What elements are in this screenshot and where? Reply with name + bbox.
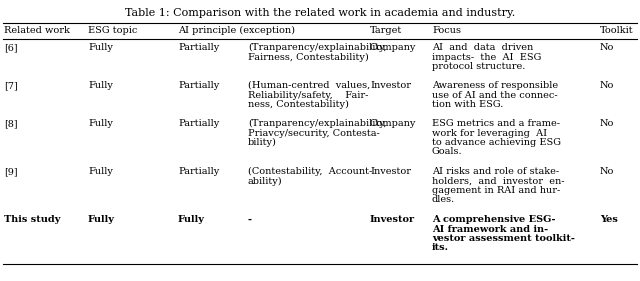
Text: Investor: Investor bbox=[370, 81, 411, 90]
Text: Fully: Fully bbox=[88, 215, 115, 224]
Text: Goals.: Goals. bbox=[432, 148, 463, 157]
Text: ness, Contestability): ness, Contestability) bbox=[248, 100, 349, 109]
Text: ESG topic: ESG topic bbox=[88, 26, 138, 35]
Text: Partially: Partially bbox=[178, 119, 220, 128]
Text: -: - bbox=[248, 215, 252, 224]
Text: work for leveraging  AI: work for leveraging AI bbox=[432, 128, 547, 137]
Text: No: No bbox=[600, 167, 614, 176]
Text: [9]: [9] bbox=[4, 167, 18, 176]
Text: AI  and  data  driven: AI and data driven bbox=[432, 43, 533, 52]
Text: Yes: Yes bbox=[600, 215, 618, 224]
Text: Table 1: Comparison with the related work in academia and industry.: Table 1: Comparison with the related wor… bbox=[125, 8, 515, 18]
Text: Partially: Partially bbox=[178, 43, 220, 52]
Text: (Tranparency/explainability,: (Tranparency/explainability, bbox=[248, 119, 387, 128]
Text: No: No bbox=[600, 119, 614, 128]
Text: AI risks and role of stake-: AI risks and role of stake- bbox=[432, 167, 559, 176]
Text: Target: Target bbox=[370, 26, 403, 35]
Text: vestor assessment toolkit-: vestor assessment toolkit- bbox=[432, 234, 575, 243]
Text: its.: its. bbox=[432, 244, 449, 253]
Text: Focus: Focus bbox=[432, 26, 461, 35]
Text: Partially: Partially bbox=[178, 81, 220, 90]
Text: AI framework and in-: AI framework and in- bbox=[432, 225, 548, 234]
Text: Company: Company bbox=[370, 43, 417, 52]
Text: Partially: Partially bbox=[178, 167, 220, 176]
Text: No: No bbox=[600, 43, 614, 52]
Text: ability): ability) bbox=[248, 176, 283, 186]
Text: Fully: Fully bbox=[178, 215, 205, 224]
Text: A comprehensive ESG-: A comprehensive ESG- bbox=[432, 215, 556, 224]
Text: [8]: [8] bbox=[4, 119, 18, 128]
Text: Fully: Fully bbox=[88, 119, 113, 128]
Text: Fully: Fully bbox=[88, 167, 113, 176]
Text: Priavcy/security, Contesta-: Priavcy/security, Contesta- bbox=[248, 128, 380, 137]
Text: bility): bility) bbox=[248, 138, 277, 147]
Text: Investor: Investor bbox=[370, 167, 411, 176]
Text: Investor: Investor bbox=[370, 215, 415, 224]
Text: to advance achieving ESG: to advance achieving ESG bbox=[432, 138, 561, 147]
Text: impacts-  the  AI  ESG: impacts- the AI ESG bbox=[432, 53, 541, 62]
Text: use of AI and the connec-: use of AI and the connec- bbox=[432, 90, 557, 99]
Text: Fully: Fully bbox=[88, 81, 113, 90]
Text: holders,  and  investor  en-: holders, and investor en- bbox=[432, 176, 564, 185]
Text: (Tranparency/explainability,: (Tranparency/explainability, bbox=[248, 43, 387, 52]
Text: protocol structure.: protocol structure. bbox=[432, 62, 525, 71]
Text: Reliability/safety,    Fair-: Reliability/safety, Fair- bbox=[248, 90, 369, 99]
Text: Awareness of responsible: Awareness of responsible bbox=[432, 81, 558, 90]
Text: AI principle (exception): AI principle (exception) bbox=[178, 26, 295, 35]
Text: Company: Company bbox=[370, 119, 417, 128]
Text: This study: This study bbox=[4, 215, 60, 224]
Text: dles.: dles. bbox=[432, 196, 455, 205]
Text: (Human-centred  values,: (Human-centred values, bbox=[248, 81, 371, 90]
Text: No: No bbox=[600, 81, 614, 90]
Text: Fully: Fully bbox=[88, 43, 113, 52]
Text: tion with ESG.: tion with ESG. bbox=[432, 100, 504, 109]
Text: Toolkit: Toolkit bbox=[600, 26, 634, 35]
Text: [7]: [7] bbox=[4, 81, 18, 90]
Text: [6]: [6] bbox=[4, 43, 18, 52]
Text: gagement in RAI and hur-: gagement in RAI and hur- bbox=[432, 186, 560, 195]
Text: (Contestability,  Account-: (Contestability, Account- bbox=[248, 167, 372, 176]
Text: Fairness, Contestability): Fairness, Contestability) bbox=[248, 53, 369, 62]
Text: Related work: Related work bbox=[4, 26, 70, 35]
Text: ESG metrics and a frame-: ESG metrics and a frame- bbox=[432, 119, 560, 128]
